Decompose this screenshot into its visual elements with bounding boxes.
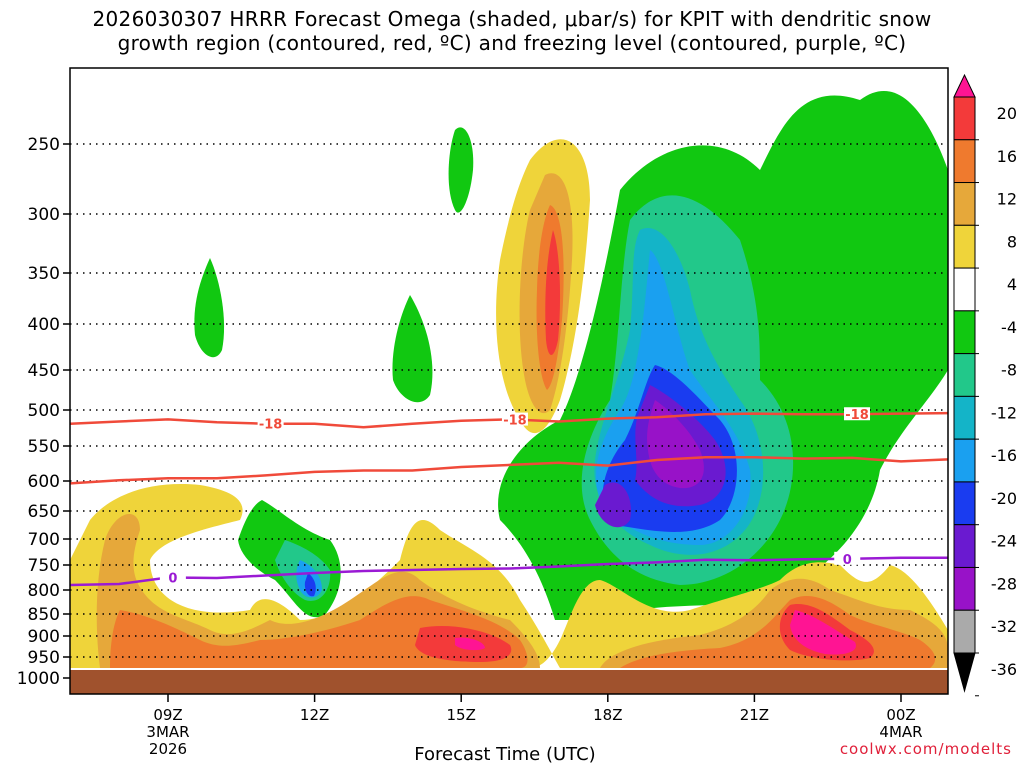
- xlabel-00Z: 00Z: [886, 706, 915, 724]
- colorbar-band-10: [953, 524, 976, 568]
- colorbar-label--16: -16: [991, 446, 1017, 465]
- colorbar-band-7: [953, 395, 976, 440]
- colorbar-band-0: [953, 96, 976, 141]
- colorbar-label-4: 4: [1007, 275, 1017, 294]
- ylabel-250: 250: [28, 135, 60, 155]
- temperature-contours: -18 -18 -18 0 0: [70, 407, 948, 587]
- colorbar-label--24: -24: [991, 532, 1017, 551]
- colorbar-band-5: [953, 310, 976, 355]
- x-axis-title: Forecast Time (UTC): [414, 744, 596, 765]
- contour-freezing-level: [70, 556, 948, 587]
- colorbar-band-2: [953, 182, 976, 226]
- contour-label-dendritic-top: -18: [503, 414, 527, 429]
- colorbar-label--12: -12: [991, 403, 1017, 422]
- ylabel-850: 850: [28, 605, 60, 625]
- ylabel-350: 350: [28, 264, 60, 284]
- colorbar-label-8: 8: [1007, 232, 1017, 251]
- colorbar-label--32: -32: [991, 617, 1017, 636]
- xlabel-3MAR: 3MAR: [146, 723, 189, 741]
- colorbar-label--36: -36: [991, 660, 1017, 679]
- ylabel-450: 450: [28, 361, 60, 381]
- omega-shading: [70, 90, 948, 668]
- plot-frame: [69, 67, 949, 695]
- omega-region-orange-low: [110, 595, 936, 668]
- contour-label-bg: [257, 416, 284, 430]
- ylabel-900: 900: [28, 627, 60, 647]
- xlabel-21Z: 21Z: [740, 706, 769, 724]
- pressure-grid: [63, 143, 948, 679]
- colorbar-label--8: -8: [1001, 361, 1017, 380]
- ylabel-950: 950: [28, 648, 60, 668]
- ylabel-600: 600: [28, 472, 60, 492]
- contour-label-bg: [159, 570, 186, 584]
- contour-label-bg: [834, 551, 861, 565]
- xlabel-12Z: 12Z: [300, 706, 329, 724]
- colorbar-band-6: [953, 353, 976, 397]
- chart-title-line2: growth region (contoured, red, ºC) and f…: [117, 31, 907, 55]
- ylabel-500: 500: [28, 401, 60, 421]
- chart-title-line1: 2026030307 HRRR Forecast Omega (shaded, …: [92, 7, 932, 31]
- colorbar-band-1: [953, 139, 976, 184]
- xlabel-2026: 2026: [149, 740, 187, 758]
- contour-label-freezing-level: 0: [168, 572, 177, 587]
- ylabel-400: 400: [28, 315, 60, 335]
- omega-region-red-plume: [545, 230, 561, 355]
- ylabel-800: 800: [28, 581, 60, 601]
- site-credit[interactable]: coolwx.com/modelts: [839, 740, 1012, 758]
- omega-region-red-low: [415, 604, 874, 662]
- colorbar-label-16: 16: [997, 147, 1017, 166]
- xlabel-15Z: 15Z: [447, 706, 476, 724]
- omega-region-magenta-low: [455, 610, 856, 655]
- omega-cell-7: [304, 573, 316, 597]
- omega-region-yellow-low: [70, 484, 948, 668]
- omega-cell-2: [194, 258, 225, 358]
- ylabel-550: 550: [28, 437, 60, 457]
- colorbar-bottom-arrow: [953, 652, 976, 693]
- contour-label-dendritic-top: -18: [259, 418, 283, 433]
- omega-cell-3: [392, 295, 433, 403]
- omega-cell-1: [448, 127, 474, 213]
- ylabel-1000: 1000: [17, 669, 60, 689]
- colorbar-label--28: -28: [991, 574, 1017, 593]
- ylabel-750: 750: [28, 556, 60, 576]
- pressure-axis-labels: 2503003504004505005506006507007508008509…: [17, 135, 60, 689]
- ylabel-700: 700: [28, 530, 60, 550]
- contour-dendritic-bottom: [70, 455, 948, 485]
- colorbar-top-arrow: [953, 73, 976, 98]
- ylabel-300: 300: [28, 205, 60, 225]
- omega-region-gold-low: [96, 514, 948, 668]
- colorbar-label--20: -20: [991, 489, 1017, 508]
- colorbar-label-20: 20: [997, 104, 1017, 123]
- colorbar-band-8: [953, 438, 976, 483]
- xlabel-18Z: 18Z: [593, 706, 622, 724]
- contour-label-freezing-level: 0: [843, 553, 852, 568]
- colorbar-band-3: [953, 224, 976, 269]
- xlabel-4MAR: 4MAR: [879, 723, 922, 741]
- contour-label-dendritic-top: -18: [845, 408, 869, 423]
- ylabel-650: 650: [28, 502, 60, 522]
- omega-region-violet: [647, 400, 704, 489]
- ground-surface: [70, 670, 948, 694]
- contour-label-bg: [501, 412, 528, 426]
- colorbar-label-12: 12: [997, 190, 1017, 209]
- colorbar-band-12: [953, 609, 976, 654]
- colorbar-band-4: [953, 267, 976, 312]
- colorbar-band-11: [953, 566, 976, 611]
- xlabel-09Z: 09Z: [153, 706, 182, 724]
- contour-label-bg: [844, 407, 871, 421]
- omega-colorbar: 20 16 12 8 4 -4 -8 -12 -16 -20 -24 -28 -32 -36: [953, 73, 1017, 697]
- colorbar-label--4: -4: [1001, 318, 1017, 337]
- colorbar-band-9: [953, 481, 976, 526]
